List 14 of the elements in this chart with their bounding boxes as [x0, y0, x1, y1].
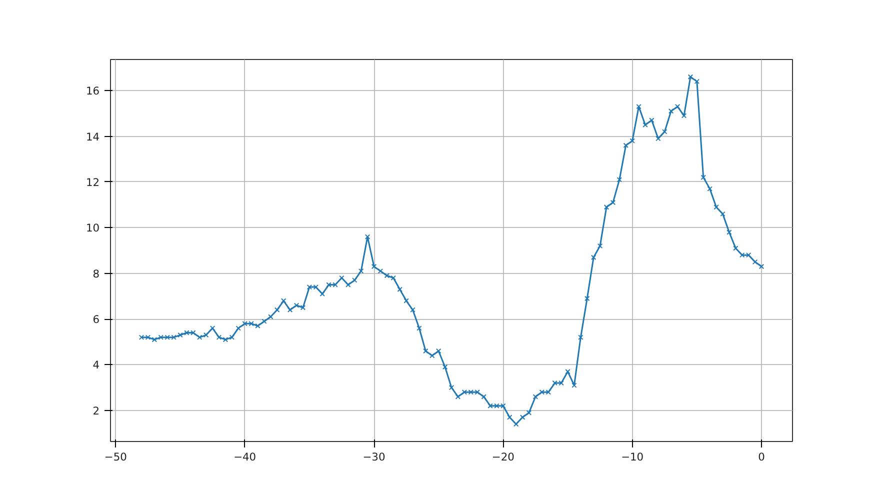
y-tick-label: 2 [92, 404, 100, 418]
y-tick-label: 12 [86, 176, 100, 189]
x-tick-label: −30 [362, 450, 386, 464]
x-tick-label: −40 [234, 450, 256, 464]
y-tick-label: 4 [92, 358, 100, 372]
x-tick-label: −50 [104, 450, 128, 464]
x-tick-label: 0 [758, 450, 766, 464]
y-tick-label: 6 [92, 313, 100, 326]
x-tick-label: −10 [621, 450, 644, 464]
y-tick-label: 10 [86, 222, 100, 235]
y-tick-label: 14 [86, 130, 100, 144]
y-tick-label: 8 [92, 267, 100, 280]
y-tick-label: 16 [86, 84, 100, 98]
x-tick-label: −20 [492, 450, 515, 464]
